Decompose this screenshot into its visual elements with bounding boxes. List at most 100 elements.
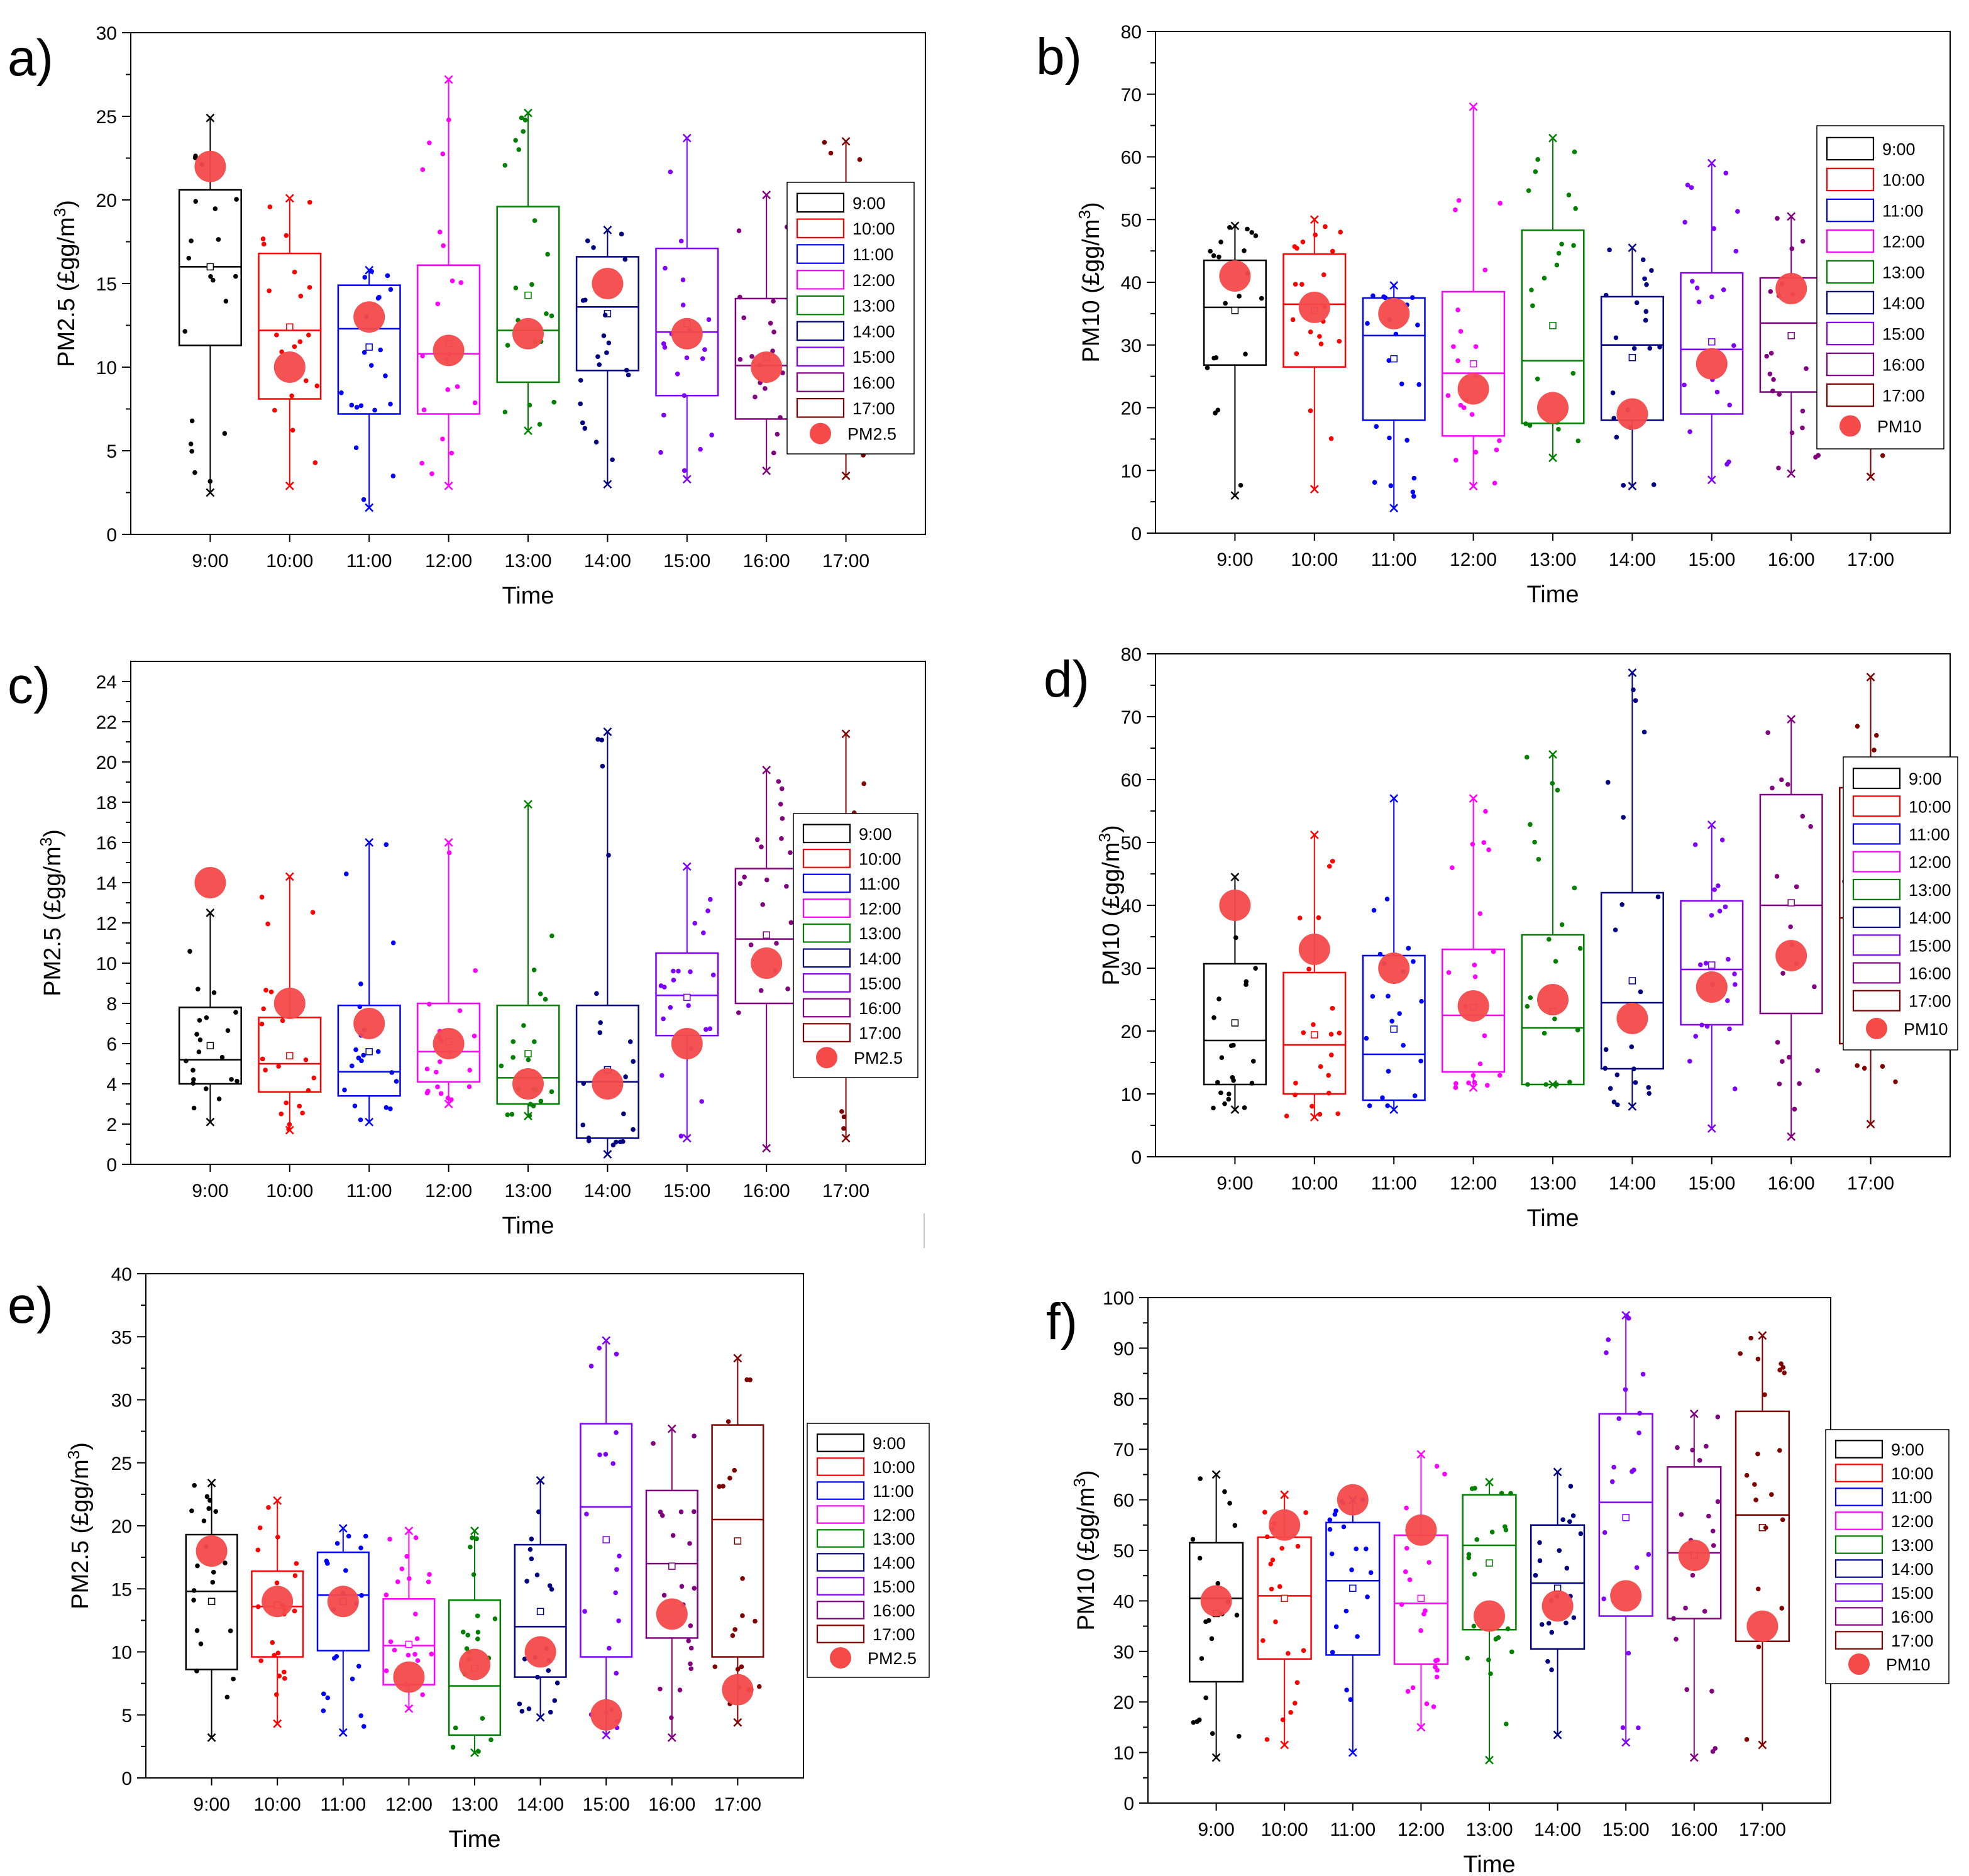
x-tick-label: 14:00 — [584, 551, 631, 571]
data-point — [588, 1364, 594, 1369]
data-point — [1293, 1081, 1298, 1086]
data-point — [516, 147, 522, 152]
data-point — [310, 910, 316, 915]
data-point — [1776, 465, 1781, 471]
whisker-cap — [602, 1730, 611, 1740]
data-point — [1715, 1414, 1721, 1420]
data-point — [662, 345, 668, 350]
box-mean — [1311, 1031, 1318, 1039]
legend-label: 16:00 — [852, 373, 895, 392]
data-point — [1403, 1569, 1408, 1574]
data-point — [388, 1639, 394, 1645]
x-tick-label: 12:00 — [1398, 1819, 1445, 1840]
box-10:00 — [1282, 830, 1347, 1122]
measurement-marker — [751, 351, 783, 383]
measurement-marker — [1537, 392, 1569, 424]
data-point — [1570, 1513, 1576, 1518]
data-point — [1554, 1082, 1559, 1087]
data-point — [614, 1670, 619, 1676]
measurement-marker — [273, 988, 306, 1019]
data-point — [1280, 1717, 1286, 1723]
whisker-cap — [762, 1144, 771, 1153]
y-tick-label: 80 — [1121, 22, 1142, 43]
legend-label: 10:00 — [1882, 171, 1925, 190]
data-point — [675, 371, 680, 377]
data-point — [1458, 329, 1464, 334]
data-point — [1318, 341, 1324, 346]
data-point — [679, 1584, 685, 1589]
data-point — [684, 355, 690, 360]
y-axis-title-close: ) — [1073, 1470, 1100, 1478]
whisker-cap — [1787, 1132, 1796, 1141]
measurement-marker — [327, 1586, 359, 1618]
data-point — [747, 1377, 753, 1382]
data-point — [1674, 1636, 1679, 1642]
whisker-cap — [762, 466, 771, 475]
data-point — [659, 1073, 665, 1078]
data-point — [1386, 358, 1392, 363]
data-point — [1696, 299, 1702, 305]
data-point — [601, 333, 607, 338]
data-point — [1614, 434, 1619, 440]
legend-label: 11:00 — [852, 245, 894, 264]
data-point — [1326, 1090, 1332, 1096]
legend-label: 15:00 — [1909, 936, 1951, 955]
data-point — [1237, 294, 1242, 299]
data-point — [488, 1737, 494, 1743]
data-point — [702, 347, 707, 352]
data-point — [1655, 894, 1661, 900]
data-point — [749, 354, 754, 359]
data-point — [1780, 971, 1785, 976]
data-point — [210, 1580, 216, 1585]
data-point — [1385, 1103, 1390, 1108]
measurement-marker — [1610, 1580, 1642, 1612]
x-tick-label: 17:00 — [822, 1181, 869, 1201]
box-12:00 — [417, 75, 481, 490]
data-point — [272, 407, 277, 413]
data-point — [1317, 334, 1322, 339]
x-tick-label: 13:00 — [1529, 1173, 1576, 1194]
box-mean — [206, 263, 214, 271]
data-point — [321, 1708, 326, 1714]
data-point — [1211, 355, 1216, 361]
data-point — [1723, 170, 1729, 176]
legend-swatch — [1834, 1583, 1884, 1602]
data-point — [233, 273, 238, 279]
y-tick-label: 10 — [1121, 461, 1142, 482]
data-point — [1381, 294, 1386, 299]
data-point — [1723, 904, 1728, 910]
data-point — [597, 1345, 602, 1351]
data-point — [1704, 1024, 1710, 1029]
data-point — [1269, 1586, 1274, 1592]
whisker-cap — [524, 426, 532, 435]
data-point — [189, 418, 195, 424]
data-point — [368, 363, 374, 368]
data-point — [203, 1086, 209, 1091]
data-point — [1800, 425, 1805, 431]
data-point — [352, 1103, 358, 1108]
box-mean — [1390, 355, 1398, 363]
data-point — [737, 356, 743, 362]
whisker-cap — [603, 727, 612, 736]
data-point — [513, 138, 518, 143]
data-point — [1486, 1657, 1491, 1663]
whisker-cap — [1866, 1120, 1875, 1128]
box-14:00 — [1530, 1467, 1586, 1740]
data-point — [1293, 282, 1298, 287]
data-point — [1466, 1080, 1471, 1086]
data-point — [300, 1110, 305, 1116]
data-point — [1236, 1733, 1242, 1739]
whisker-cap — [733, 1354, 742, 1363]
data-point — [742, 875, 747, 880]
whisker-cap — [444, 838, 453, 847]
data-point — [1215, 1581, 1221, 1586]
data-point — [194, 1032, 199, 1037]
data-point — [191, 1588, 197, 1593]
data-point — [282, 1669, 287, 1675]
data-point — [468, 1544, 473, 1550]
box-mean — [536, 1608, 544, 1616]
y-tick-label: 30 — [1121, 336, 1142, 356]
data-point — [435, 1084, 440, 1090]
whisker-cap — [733, 1718, 742, 1727]
